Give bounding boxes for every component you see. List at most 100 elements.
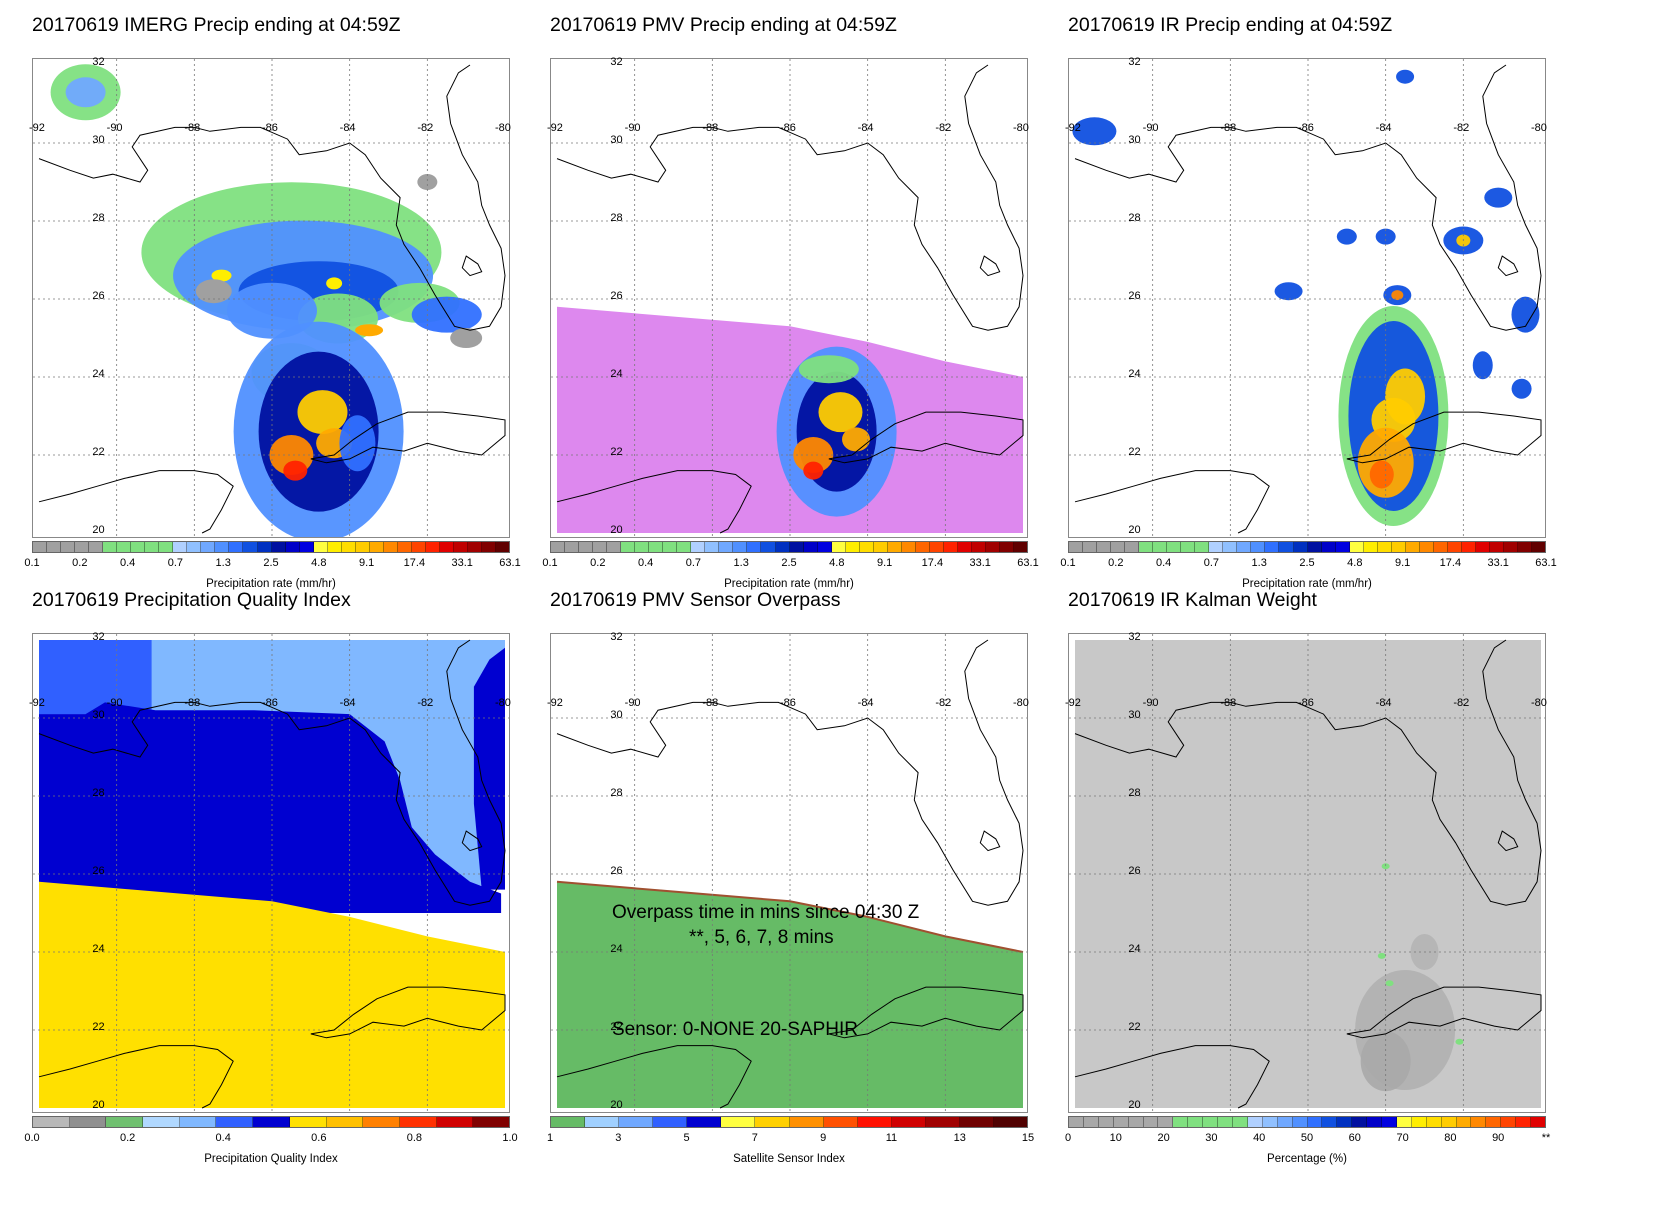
colorbar-swatch (313, 542, 328, 552)
lon-label: -90 (106, 122, 123, 135)
colorbar-tick: 2.5 (1299, 557, 1315, 569)
colorbar-swatch (1153, 542, 1168, 552)
colorbar-tick: 0.6 (311, 1132, 327, 1144)
lat-label: 32 (1128, 56, 1141, 68)
lon-label: -86 (780, 122, 796, 135)
lake-okeechobee (461, 255, 483, 277)
colorbar-tick: 17.4 (403, 557, 426, 569)
coastline-us (556, 64, 1024, 331)
lat-label: 28 (92, 787, 105, 799)
colorbar-swatch (1247, 1117, 1263, 1127)
colorbar-swatch (1113, 1117, 1129, 1127)
colorbar (550, 1116, 1028, 1128)
colorbar-swatch (397, 542, 412, 552)
colorbar-swatch (1352, 1117, 1368, 1127)
colorbar-tick: 13 (953, 1132, 966, 1144)
lat-label: 20 (1128, 1099, 1141, 1111)
precip-cell (339, 415, 376, 472)
colorbar-swatch (1098, 1117, 1114, 1127)
colorbar-swatch (496, 542, 510, 552)
colorbar-tick: ** (1541, 1132, 1551, 1144)
colorbar-tick: 2.5 (263, 557, 279, 569)
lat-label: 30 (610, 709, 623, 721)
colorbar (32, 1116, 510, 1128)
colorbar-swatch (243, 542, 258, 552)
colorbar-ticks: 0.0 0.2 0.4 0.6 0.8 1.0 (24, 1132, 517, 1146)
lon-label: -90 (106, 697, 123, 710)
colorbar-swatch (817, 542, 832, 552)
lat-label: 22 (610, 1021, 623, 1033)
colorbar-swatch (635, 542, 650, 552)
colorbar-swatch (1441, 1117, 1457, 1127)
lat-label: 20 (92, 1099, 105, 1111)
panel-title: 20170619 IR Kalman Weight (1068, 589, 1317, 611)
colorbar-swatch (585, 1117, 620, 1127)
precip-cell (283, 460, 308, 481)
colorbar-swatch (1203, 1117, 1219, 1127)
pqi-low-region (39, 640, 152, 715)
colorbar-swatch (187, 542, 202, 552)
colorbar-tick: 63.1 (499, 557, 521, 569)
precip-cell (1511, 296, 1540, 333)
colorbar-swatch (1475, 542, 1490, 552)
colorbar-swatch (257, 542, 272, 552)
colorbar-swatch (1181, 542, 1196, 552)
colorbar-tick: 33.1 (969, 557, 991, 569)
colorbar-swatch (1262, 1117, 1278, 1127)
lat-label: 20 (610, 1099, 623, 1111)
precip-cell (1377, 952, 1386, 959)
colorbar-swatch (436, 1117, 474, 1127)
coastline-yucatan (38, 470, 234, 534)
colorbar-tick: 0.2 (119, 1132, 136, 1144)
lon-label: -92 (1065, 122, 1081, 135)
colorbar-swatch (925, 1117, 960, 1127)
map-plot (550, 633, 1028, 1113)
colorbar-swatch (1391, 542, 1406, 552)
map-panel-pqi: 20170619 Precipitation Quality Index -92 -… (24, 575, 568, 1175)
colorbar-swatch (915, 542, 930, 552)
colorbar-swatch (299, 542, 314, 552)
colorbar-tick: 33.1 (1487, 557, 1509, 569)
lon-label: -84 (857, 697, 874, 710)
lon-label: -86 (262, 697, 278, 710)
precip-cell (297, 390, 348, 435)
colorbar-swatch (1411, 1117, 1427, 1127)
coastline-yucatan (1074, 1045, 1270, 1109)
colorbar-label: Satellite Sensor Index (733, 1153, 845, 1165)
colorbar-swatch (1218, 1117, 1233, 1127)
colorbar-swatch (565, 542, 580, 552)
lon-label: -92 (547, 697, 563, 710)
colorbar-swatch (789, 1117, 824, 1127)
colorbar-swatch (201, 542, 216, 552)
colorbar-tick: 1.3 (1251, 557, 1267, 569)
colorbar-swatch (1195, 542, 1210, 552)
colorbar-swatch (453, 542, 468, 552)
colorbar-swatch (789, 542, 804, 552)
colorbar-swatch (271, 542, 286, 552)
colorbar-swatch (1461, 542, 1476, 552)
colorbar-swatch (425, 542, 440, 552)
colorbar-tick: 1.0 (502, 1132, 518, 1144)
colorbar-tick: 15 (1021, 1132, 1035, 1144)
colorbar-swatch (1489, 542, 1504, 552)
colorbar-swatch (1486, 1117, 1502, 1127)
colorbar-tick: 0.4 (215, 1132, 231, 1144)
lat-label: 24 (610, 368, 623, 380)
panel-title: 20170619 PMV Precip ending at 04:59Z (550, 14, 897, 36)
colorbar-swatch (1173, 1117, 1189, 1127)
colorbar-swatch (439, 542, 454, 552)
precip-cell (1381, 863, 1390, 870)
colorbar-swatch (33, 542, 48, 552)
colorbar-swatch (721, 1117, 756, 1127)
colorbar-swatch (705, 542, 720, 552)
lon-label: -92 (547, 122, 563, 135)
colorbar-swatch (803, 542, 818, 552)
colorbar-swatch (131, 542, 146, 552)
colorbar-swatch (473, 1117, 509, 1127)
precip-cell (417, 174, 438, 190)
colorbar-swatch (215, 542, 230, 552)
colorbar-tick: 20 (1157, 1132, 1170, 1144)
lon-label: -88 (184, 122, 201, 135)
lat-label: 28 (92, 212, 105, 224)
lat-label: 32 (610, 631, 623, 643)
